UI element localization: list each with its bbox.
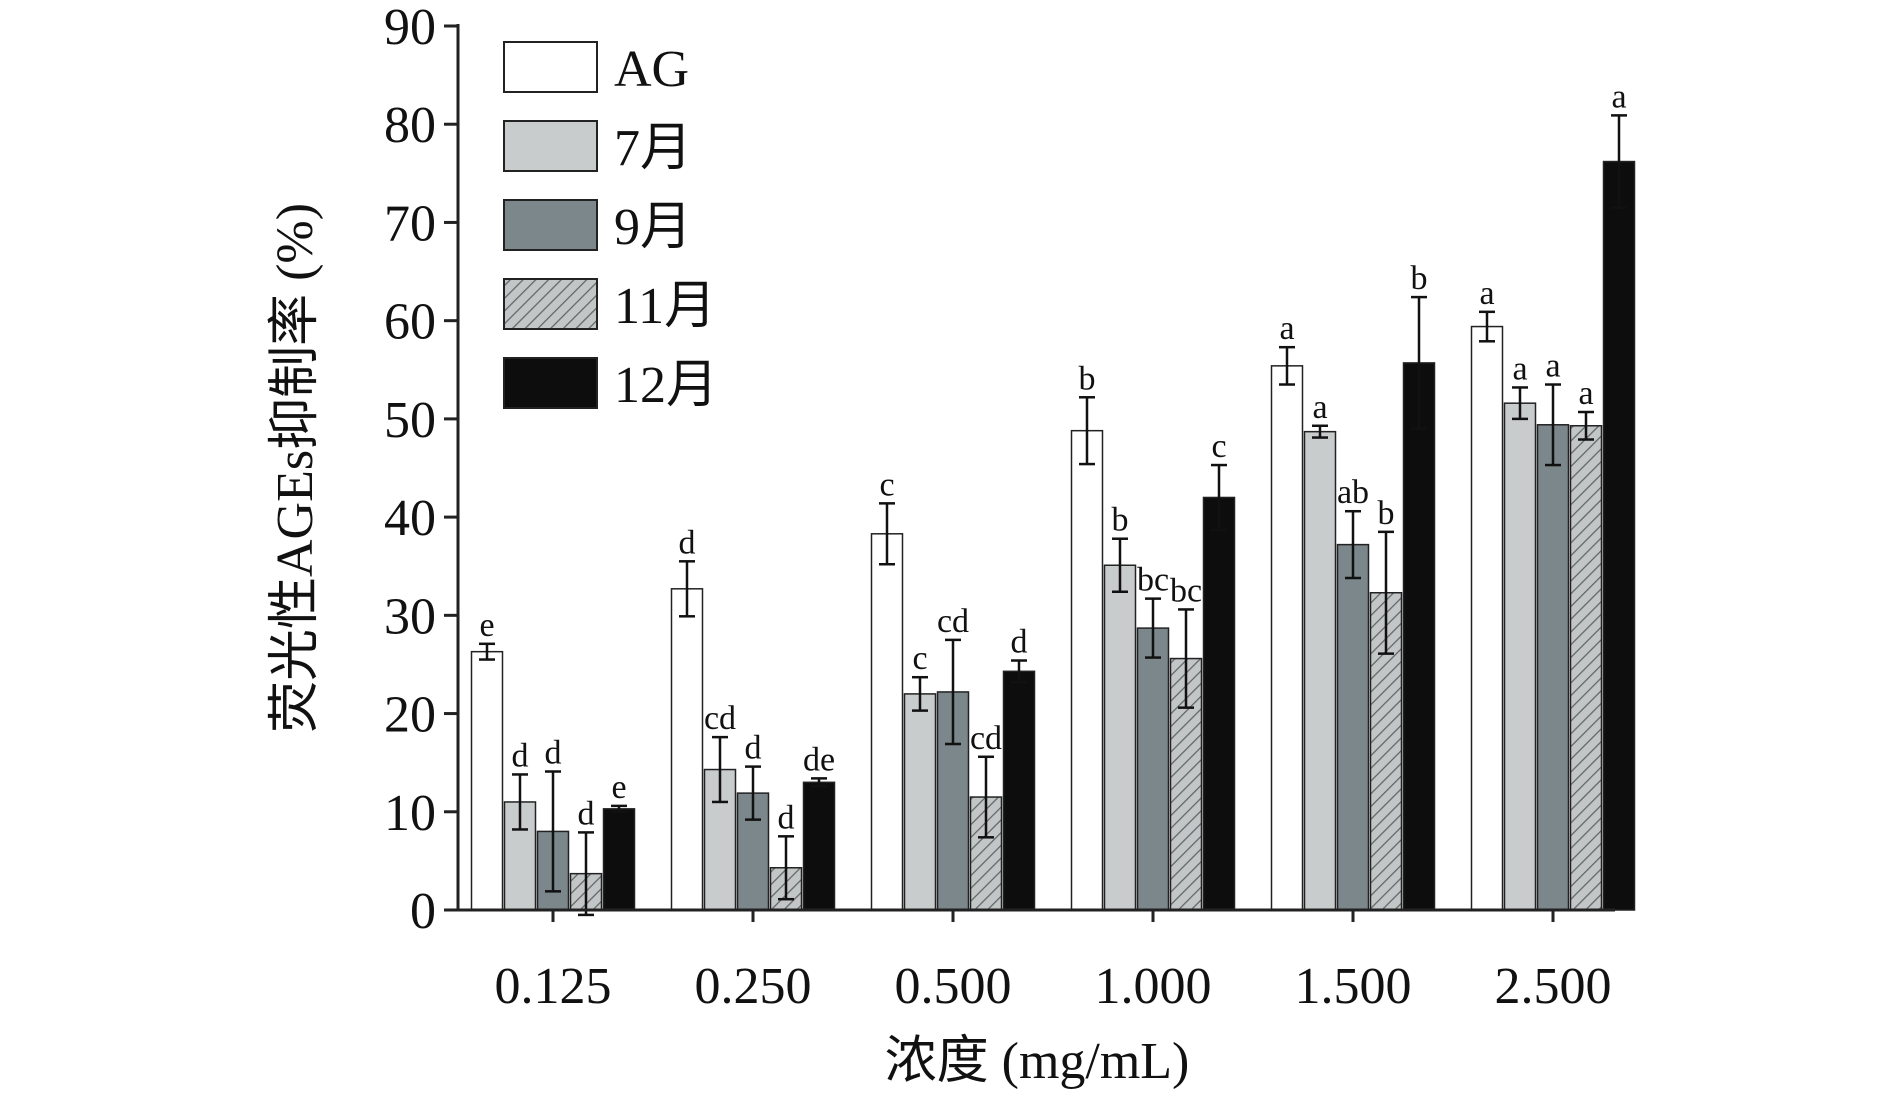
- error-bars-layer: [479, 114, 1627, 917]
- significance-label: c: [1211, 428, 1226, 465]
- significance-label: a: [1578, 375, 1593, 412]
- bar: [1103, 564, 1137, 911]
- bar: [470, 650, 504, 911]
- significance-label: a: [1512, 350, 1527, 387]
- y-tick-label: 90: [384, 0, 436, 56]
- legend-swatch: [503, 41, 598, 93]
- significance-label: a: [1479, 275, 1494, 312]
- bar: [870, 533, 904, 911]
- bar: [1336, 543, 1370, 911]
- legend-label: 12月: [614, 357, 718, 414]
- significance-label: cd: [937, 603, 969, 640]
- x-tick-label: 2.500: [1495, 958, 1612, 1015]
- y-tick-label: 10: [384, 785, 436, 842]
- bar: [703, 768, 737, 911]
- bar: [670, 588, 704, 911]
- significance-label: ab: [1337, 474, 1369, 511]
- y-tick-label: 80: [384, 97, 436, 154]
- significance-label: cd: [970, 720, 1002, 757]
- bar: [1202, 496, 1236, 911]
- significance-label: d: [745, 730, 762, 767]
- y-tick-label: 0: [410, 883, 436, 940]
- significance-label: b: [1411, 260, 1428, 297]
- significance-label: d: [1011, 624, 1028, 661]
- bar: [1503, 402, 1537, 911]
- legend-label: 9月: [614, 199, 692, 256]
- significance-label: d: [578, 795, 595, 832]
- significance-label: bc: [1137, 562, 1169, 599]
- bar: [1270, 365, 1304, 911]
- significance-label: b: [1079, 360, 1096, 397]
- bar: [1002, 670, 1036, 911]
- y-tick-label: 20: [384, 687, 436, 744]
- legend-label: AG: [614, 41, 689, 98]
- y-tick-label: 70: [384, 195, 436, 252]
- significance-label: cd: [704, 700, 736, 737]
- bar: [1136, 627, 1170, 911]
- x-tick-label: 1.000: [1095, 958, 1212, 1015]
- x-axis-title: 浓度 (mg/mL): [885, 1033, 1190, 1090]
- y-tick-label: 40: [384, 490, 436, 547]
- significance-label: b: [1112, 502, 1129, 539]
- y-tick-label: 50: [384, 392, 436, 449]
- significance-label: d: [778, 799, 795, 836]
- legend-swatch: [503, 278, 598, 330]
- bar: [1602, 160, 1636, 911]
- significance-label: de: [803, 741, 835, 778]
- bars-layer: [470, 160, 1636, 911]
- bar: [1470, 325, 1504, 911]
- bar: [802, 781, 836, 911]
- significance-label: d: [545, 735, 562, 772]
- legend-label: 11月: [614, 278, 716, 335]
- axes-layer: 0.125 0.250 0.500 1.000 1.500 2.500 0 10 20 30 40 5…: [384, 0, 1615, 1015]
- significance-label: a: [1312, 389, 1327, 426]
- bar: [1070, 429, 1104, 911]
- legend: AG 7月 9月 11月 12月: [503, 41, 718, 414]
- significance-label: e: [479, 607, 494, 644]
- bar: [1402, 362, 1436, 911]
- legend-swatch: [503, 199, 598, 251]
- significance-label: d: [512, 737, 529, 774]
- legend-swatch: [503, 357, 598, 409]
- significance-label: a: [1545, 348, 1560, 385]
- significance-label: a: [1279, 310, 1294, 347]
- significance-label: d: [679, 524, 696, 561]
- x-tick-label: 0.250: [695, 958, 812, 1015]
- significance-label: c: [879, 466, 894, 503]
- y-axis-title: 荧光性AGEs抑制率 (%): [267, 203, 324, 733]
- significance-label: c: [912, 640, 927, 677]
- significance-label: bc: [1170, 572, 1202, 609]
- significance-label: b: [1378, 495, 1395, 532]
- bar: [1569, 425, 1603, 911]
- legend-swatch: [503, 120, 598, 172]
- significance-label: e: [611, 769, 626, 806]
- y-tick-label: 30: [384, 588, 436, 645]
- x-tick-label: 0.500: [895, 958, 1012, 1015]
- bar: [1536, 424, 1570, 911]
- x-tick-label: 0.125: [495, 958, 612, 1015]
- y-tick-label: 60: [384, 294, 436, 351]
- x-tick-label: 1.500: [1295, 958, 1412, 1015]
- bar: [1303, 430, 1337, 911]
- bar: [602, 808, 636, 911]
- bar: [903, 693, 937, 911]
- legend-label: 7月: [614, 120, 692, 177]
- significance-label: a: [1611, 78, 1626, 115]
